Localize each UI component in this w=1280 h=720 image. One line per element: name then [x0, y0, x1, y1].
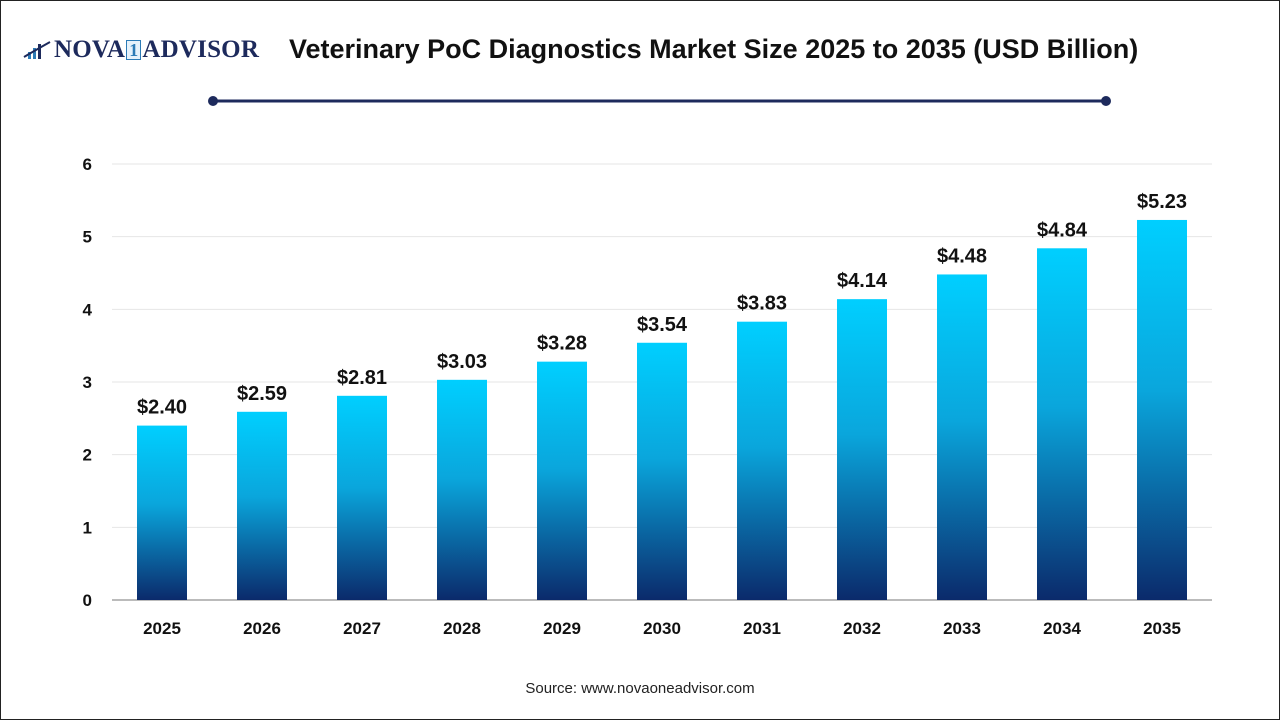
x-tick-label: 2025: [143, 619, 181, 638]
bar-2025: [137, 425, 187, 600]
bar-2027: [337, 395, 387, 600]
x-tick-label: 2032: [843, 619, 881, 638]
data-label: $3.28: [537, 333, 587, 355]
x-tick-label: 2033: [943, 619, 981, 638]
x-tick-label: 2035: [1143, 619, 1181, 638]
chart-title: Veterinary PoC Diagnostics Market Size 2…: [289, 34, 1139, 64]
bar-2026: [237, 411, 287, 600]
x-tick-label: 2029: [543, 619, 581, 638]
data-label: $4.14: [837, 270, 888, 292]
logo: NOVA 1 ADVISOR: [22, 36, 259, 64]
data-label: $2.81: [337, 367, 387, 389]
bar-chart-logo-icon: [23, 41, 51, 59]
bar-2031: [737, 321, 787, 600]
y-tick-label: 5: [83, 228, 92, 247]
data-label: $2.40: [137, 397, 187, 419]
y-tick-label: 4: [83, 300, 93, 319]
bar-2032: [837, 299, 887, 600]
logo-text-advisor: ADVISOR: [142, 36, 260, 63]
source-note: Source: www.novaoneadvisor.com: [525, 680, 755, 697]
x-tick-label: 2031: [743, 619, 781, 638]
x-tick-label: 2026: [243, 619, 281, 638]
bar-2030: [637, 342, 687, 600]
underline-dot-right: [1101, 96, 1111, 106]
y-tick-label: 3: [83, 373, 92, 392]
y-tick-label: 1: [83, 518, 92, 537]
x-tick-label: 2034: [1043, 619, 1081, 638]
bar-2034: [1037, 248, 1087, 600]
x-tick-label: 2030: [643, 619, 681, 638]
bar-2028: [437, 379, 487, 600]
data-label: $3.03: [437, 351, 487, 373]
data-label: $3.54: [637, 314, 688, 336]
data-label: $4.48: [937, 245, 987, 267]
logo-text-one: 1: [126, 40, 142, 60]
data-label: $3.83: [737, 293, 787, 315]
bar-2029: [537, 361, 587, 600]
data-label: $4.84: [1037, 219, 1088, 241]
y-tick-label: 6: [83, 155, 92, 174]
x-tick-label: 2027: [343, 619, 381, 638]
bar-2033: [937, 274, 987, 600]
underline-dot-left: [208, 96, 218, 106]
y-tick-label: 2: [83, 446, 92, 465]
y-tick-label: 0: [83, 591, 92, 610]
bar-2035: [1137, 219, 1187, 600]
x-tick-label: 2028: [443, 619, 481, 638]
data-label: $2.59: [237, 383, 287, 405]
logo-text-nova: NOVA: [54, 36, 126, 63]
data-label: $5.23: [1137, 191, 1187, 213]
